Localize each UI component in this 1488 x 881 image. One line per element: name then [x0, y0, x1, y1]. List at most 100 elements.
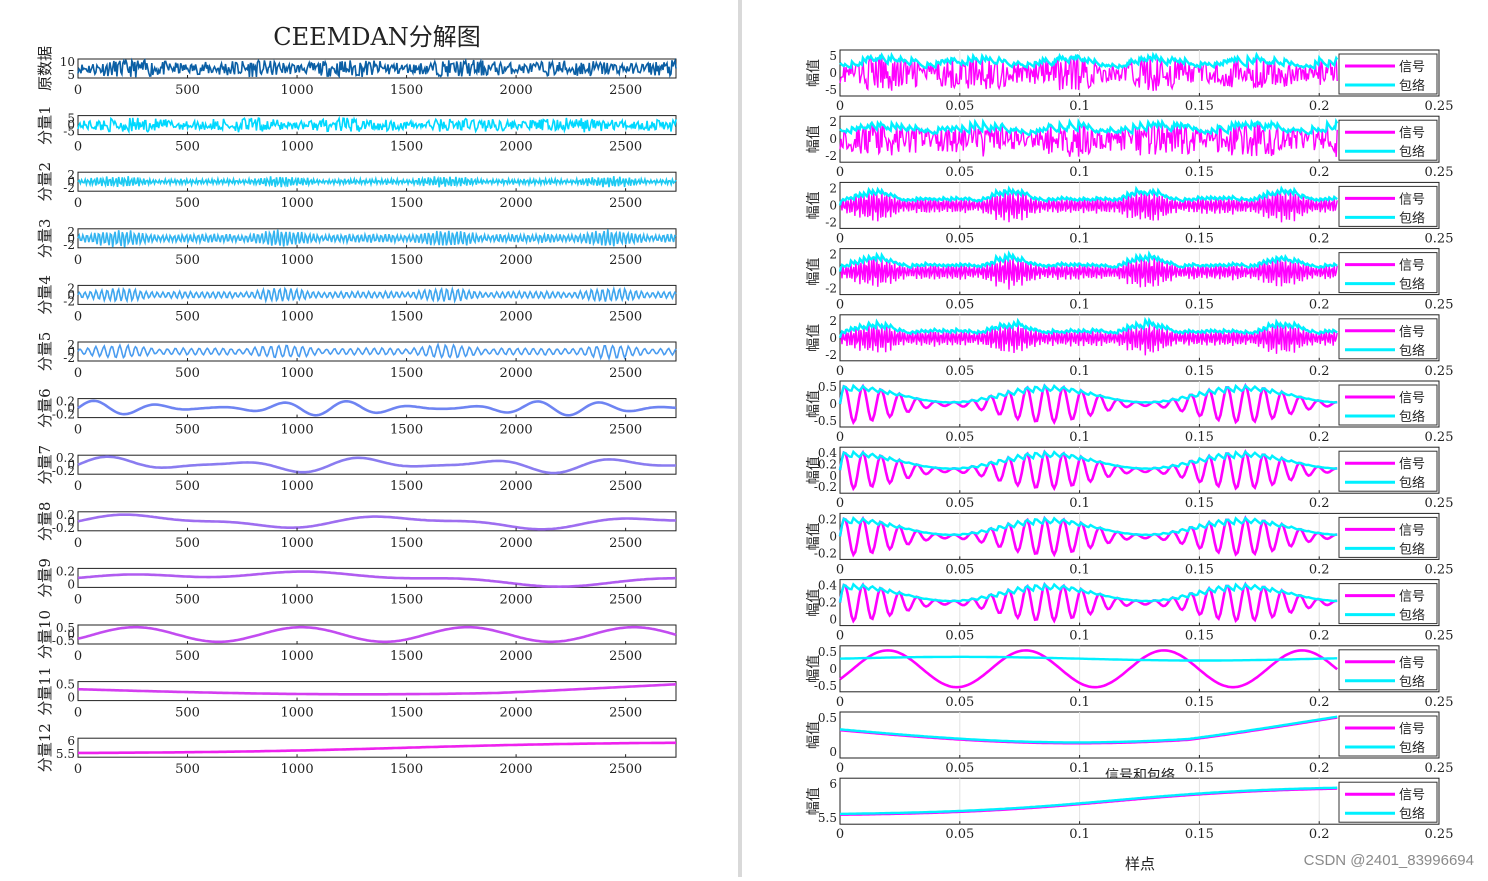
right-ylabel: 幅值 [806, 258, 822, 286]
left-series-line [77, 683, 677, 696]
left-xtick-label: 500 [175, 196, 200, 211]
legend-box [1338, 649, 1438, 691]
left-xtick-label: 2500 [609, 423, 642, 438]
right-signal-line [838, 581, 1338, 624]
left-xtick-label: 1500 [390, 649, 423, 664]
right-ylabel: 幅值 [806, 59, 822, 87]
right-xtick-label: 0 [836, 99, 844, 114]
right-xtick-label: 0.2 [1309, 629, 1330, 644]
right-xtick-label: 0.25 [1425, 629, 1454, 644]
left-series-line [77, 625, 677, 644]
watermark-text: CSDN @2401_83996694 [1303, 852, 1474, 869]
legend-envelope-label: 包络 [1399, 210, 1425, 226]
right-ytick-label: -2 [825, 282, 837, 296]
left-xtick-label: 2500 [609, 536, 642, 551]
right-xtick-label: 0.25 [1425, 231, 1454, 246]
left-ytick-label: 0 [67, 288, 75, 302]
right-xtick-label: 0.15 [1185, 827, 1214, 842]
left-xtick-label: 2500 [609, 253, 642, 268]
left-xtick-label: 500 [175, 366, 200, 381]
right-ytick-label: 0.5 [818, 711, 837, 725]
left-ytick-label: 5.5 [56, 747, 75, 761]
left-xtick-label: 500 [175, 140, 200, 155]
right-xtick-label: 0 [836, 761, 844, 776]
right-signal-line [839, 53, 1338, 92]
right-ytick-label: 0.2 [818, 458, 837, 472]
right-xtick-label: 0.2 [1309, 562, 1330, 577]
right-xtick-label: 0.2 [1309, 761, 1330, 776]
left-xtick-label: 0 [74, 253, 82, 268]
right-xtick-label: 0.05 [945, 827, 974, 842]
left-xtick-label: 2500 [609, 649, 642, 664]
right-ytick-label: 2 [829, 314, 837, 328]
right-xtick-label: 0.1 [1069, 298, 1090, 313]
left-xtick-label: 2000 [500, 253, 533, 268]
left-ytick-label: 0 [67, 231, 75, 245]
left-xtick-label: 2000 [500, 536, 533, 551]
legend-box [1338, 384, 1438, 426]
right-ylabel: 幅值 [806, 522, 822, 550]
left-xtick-label: 1500 [390, 706, 423, 721]
left-row-label: 分量7 [36, 445, 54, 485]
right-ytick-label: -0.2 [814, 480, 837, 494]
left-ytick-label: 0.2 [56, 564, 75, 578]
right-xtick-label: 0.15 [1185, 231, 1214, 246]
left-xtick-label: 1000 [281, 309, 314, 324]
right-envelope-line [838, 582, 1338, 603]
right-xtick-label: 0.15 [1185, 761, 1214, 776]
right-ytick-label: 0 [829, 265, 837, 279]
left-row-label: 分量8 [36, 502, 54, 542]
left-row-label: 分量3 [36, 219, 54, 259]
right-ylabel: 幅值 [806, 125, 822, 153]
right-xtick-label: 0.15 [1185, 298, 1214, 313]
legend-signal-label: 信号 [1399, 60, 1425, 75]
left-ytick-label: 0.2 [56, 395, 75, 409]
right-xtick-label: 0.1 [1069, 99, 1090, 114]
right-xtick-label: 0.2 [1309, 165, 1330, 180]
left-ytick-label: 0.2 [56, 508, 75, 522]
right-ylabel: 幅值 [806, 324, 822, 352]
window-divider[interactable] [738, 0, 742, 877]
left-xtick-label: 1500 [390, 140, 423, 155]
left-xtick-label: 2000 [500, 366, 533, 381]
right-xtick-label: 0.05 [945, 364, 974, 379]
left-xtick-label: 500 [175, 309, 200, 324]
left-row-label: 分量6 [36, 388, 54, 428]
left-ytick-label: 0.5 [56, 678, 75, 692]
left-xtick-label: 2500 [609, 592, 642, 607]
legend-signal-label: 信号 [1399, 656, 1425, 671]
left-series-line [77, 342, 677, 362]
left-xtick-label: 0 [74, 140, 82, 155]
left-ytick-label: 2 [67, 338, 75, 352]
legend-envelope-label: 包络 [1399, 409, 1425, 425]
right-signal-line [838, 382, 1338, 426]
right-xtick-label: 0.05 [945, 562, 974, 577]
right-xtick-label: 0.05 [945, 99, 974, 114]
left-xtick-label: 2000 [500, 762, 533, 777]
left-xtick-label: 2000 [500, 423, 533, 438]
legend-signal-label: 信号 [1399, 788, 1425, 803]
right-ytick-label: 2 [829, 115, 837, 129]
left-ytick-label: -0.5 [52, 634, 75, 648]
legend-signal-label: 信号 [1399, 325, 1425, 340]
left-series-line [77, 570, 676, 588]
left-xtick-label: 500 [175, 706, 200, 721]
right-xtick-label: 0.2 [1309, 695, 1330, 710]
left-axes-box [77, 511, 677, 532]
right-ytick-label: 0.4 [818, 579, 837, 593]
right-envelope-line [838, 383, 1338, 405]
legend-envelope-label: 包络 [1399, 608, 1425, 624]
right-xtick-label: 0 [836, 430, 844, 445]
right-xtick-label: 0.1 [1069, 496, 1090, 511]
legend-box [1338, 781, 1438, 823]
left-xtick-label: 1000 [281, 253, 314, 268]
left-ytick-label: 0.2 [56, 451, 75, 465]
left-xtick-label: 2500 [609, 706, 642, 721]
left-xtick-label: 2500 [609, 83, 642, 98]
left-ytick-label: 0 [67, 691, 75, 705]
